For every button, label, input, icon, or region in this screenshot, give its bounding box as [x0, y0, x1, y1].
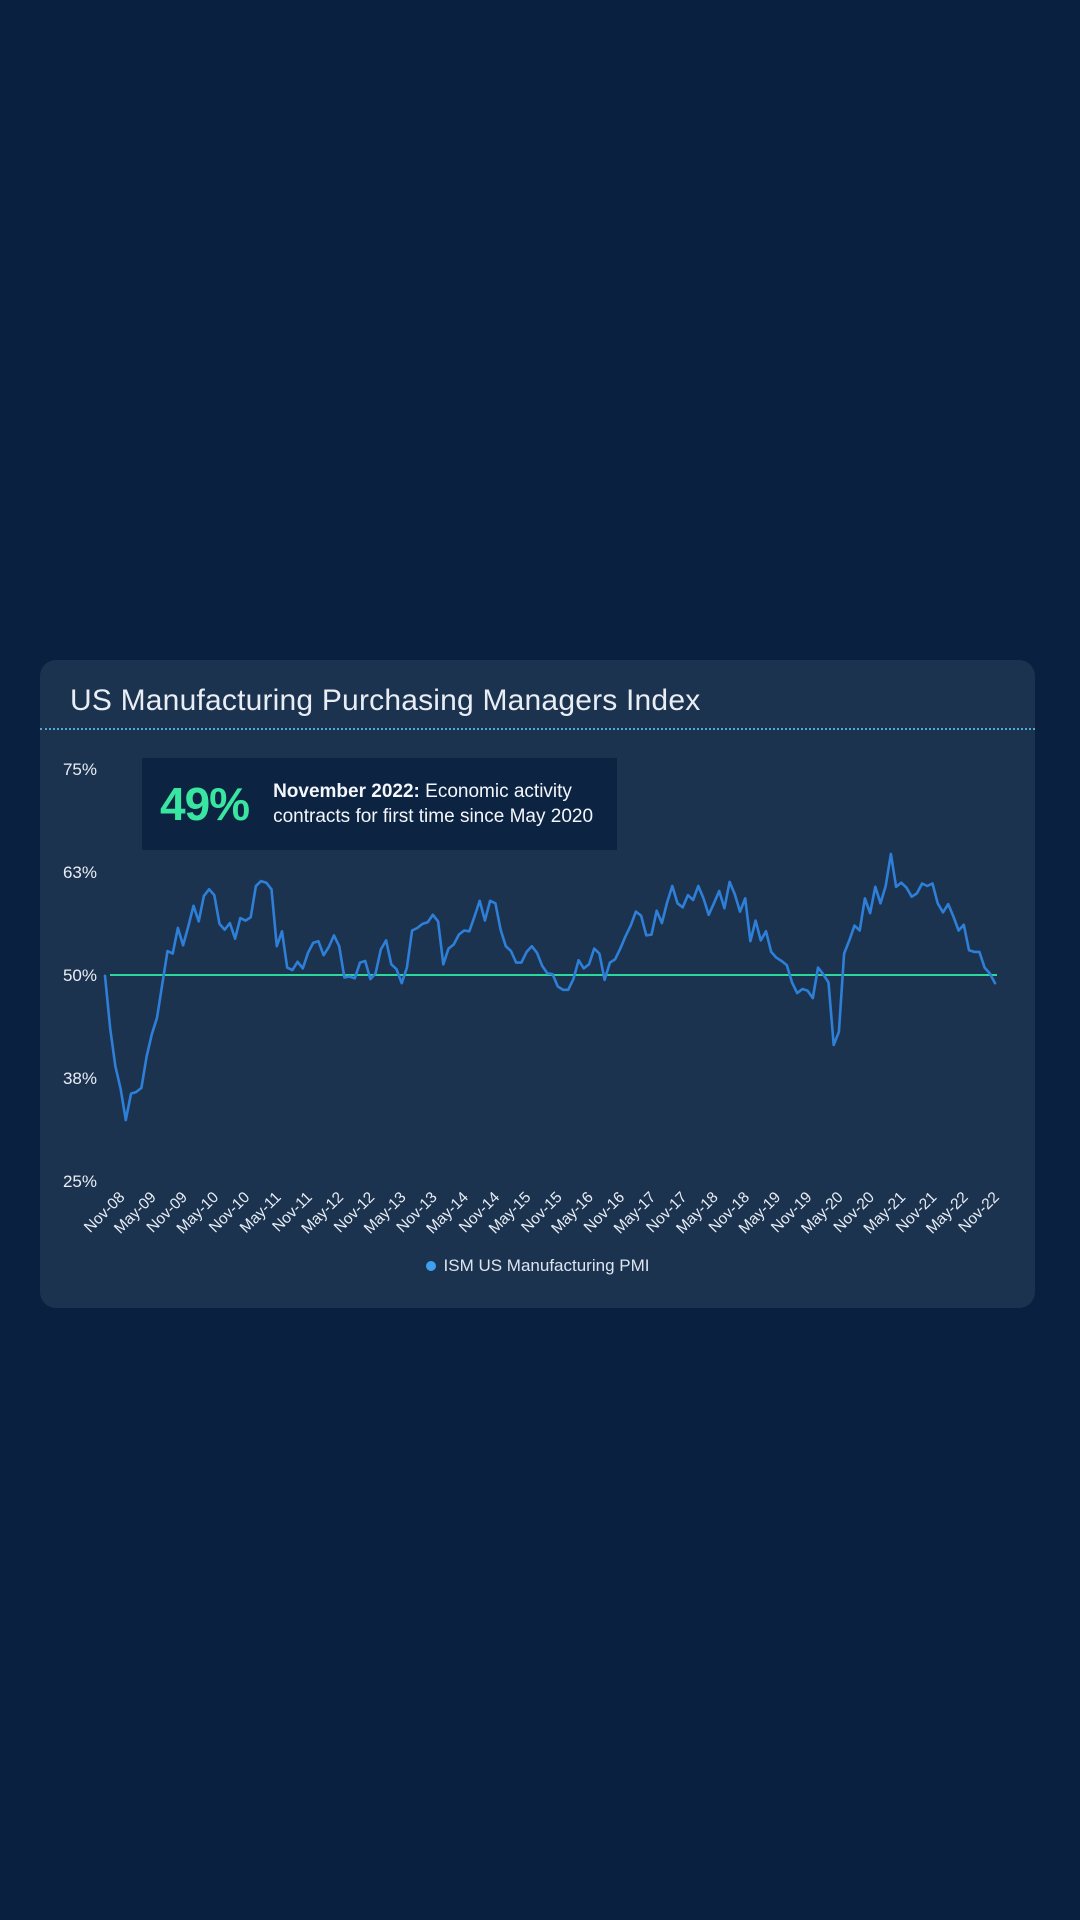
y-axis-label: 38% — [63, 1069, 97, 1088]
annotation-callout: 49% November 2022: Economic activity con… — [142, 758, 617, 850]
title-divider — [40, 728, 1035, 730]
pmi-series-line — [103, 852, 997, 1122]
y-axis-label: 25% — [63, 1172, 97, 1191]
y-axis-label: 50% — [63, 966, 97, 985]
annotation-line2: contracts for first time since May 2020 — [273, 806, 594, 827]
legend: ISM US Manufacturing PMI — [40, 1256, 1035, 1276]
annotation-value: 49% — [160, 778, 250, 830]
y-axis-label: 63% — [63, 863, 97, 882]
annotation-date: November 2022: — [273, 781, 420, 802]
legend-label: ISM US Manufacturing PMI — [443, 1256, 650, 1275]
chart-area: 75% 63% 50% 38% 25% Nov-08 May-09 Nov-09 May-10 N… — [40, 730, 1035, 1308]
card-header: US Manufacturing Purchasing Managers Ind… — [40, 660, 1035, 718]
y-axis-label: 75% — [63, 760, 97, 779]
pmi-line-chart: 75%63%50%38%25%Nov-08May-09Nov-09May-10N… — [63, 760, 1003, 1237]
legend-dot-icon — [425, 1261, 436, 1271]
annotation-text: November 2022: Economic activity contrac… — [273, 779, 593, 829]
annotation-line1-rest: Economic activity — [419, 781, 572, 802]
annotation-line1: November 2022: Economic activity — [273, 779, 593, 804]
chart-title: US Manufacturing Purchasing Managers Ind… — [70, 684, 701, 717]
chart-card: US Manufacturing Purchasing Managers Ind… — [40, 660, 1035, 1308]
